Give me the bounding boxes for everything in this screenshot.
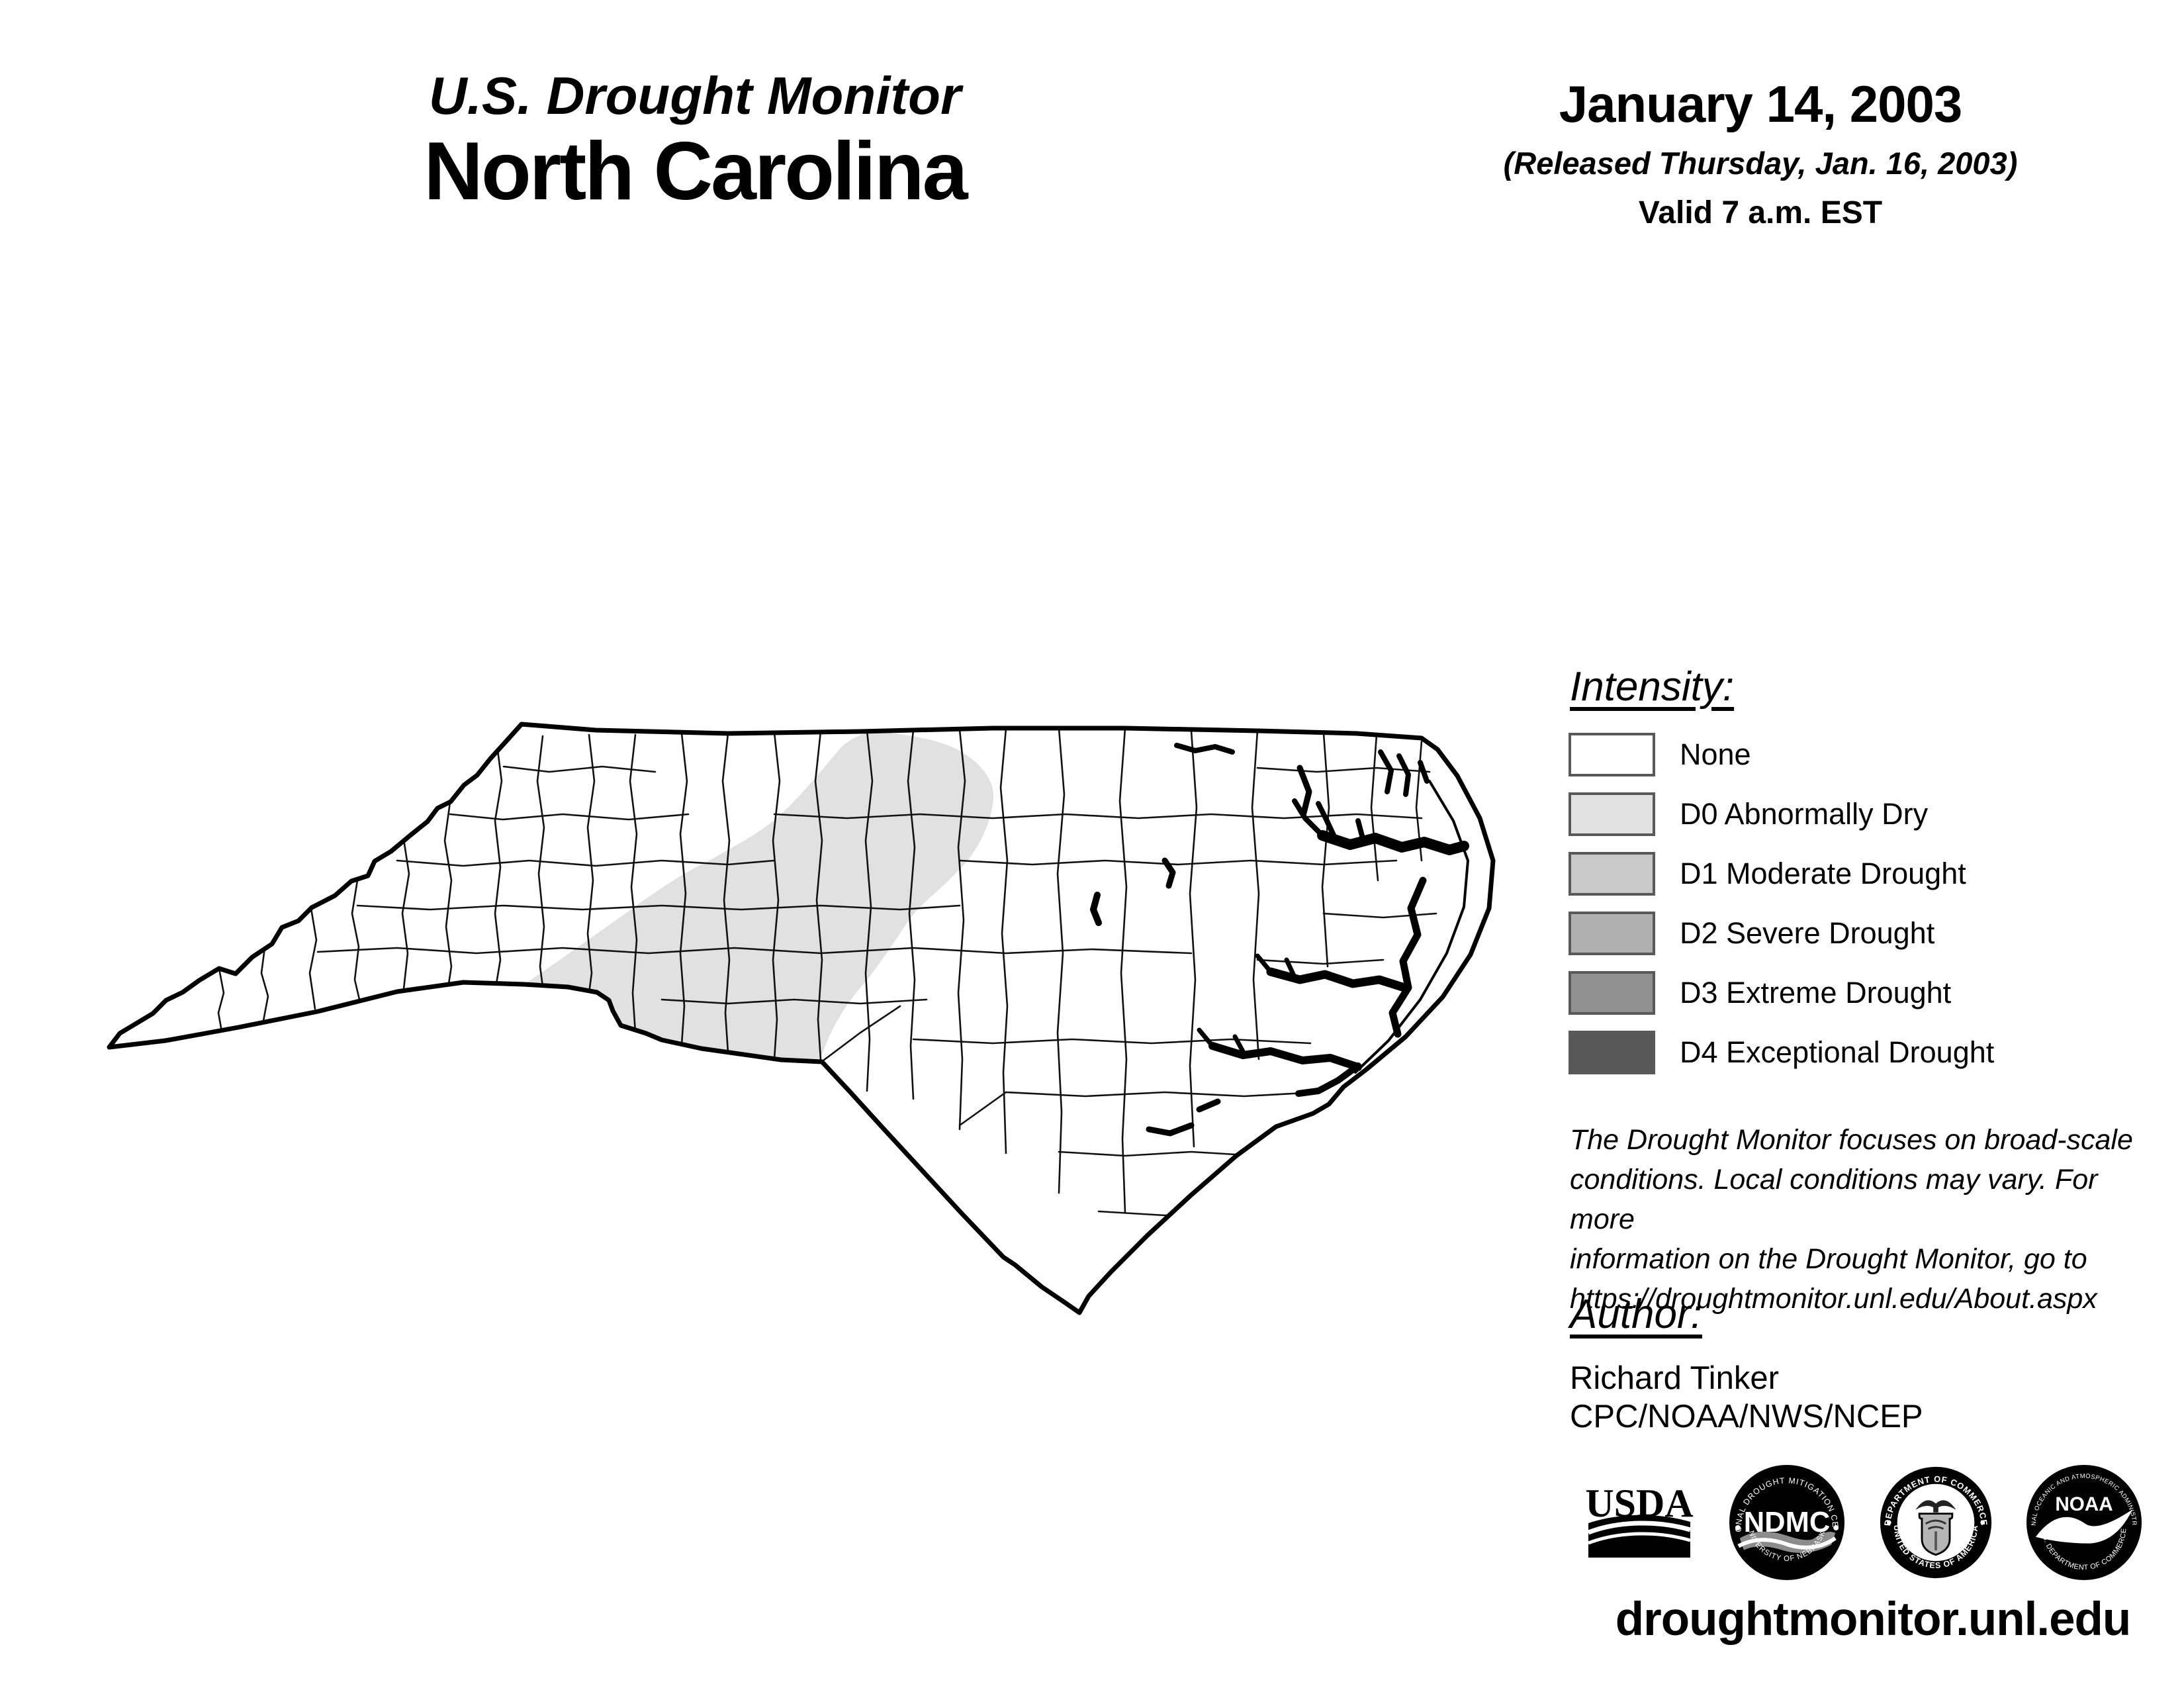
county-line (260, 947, 269, 1022)
county-line (958, 1091, 1007, 1127)
legend-swatch-D2 (1569, 912, 1655, 955)
water-feature (1388, 876, 1427, 1038)
author-org: CPC/NOAA/NWS/NCEP (1570, 1399, 1923, 1434)
county-line (217, 967, 225, 1033)
water-feature (1090, 892, 1102, 926)
state-border (107, 722, 1496, 1315)
county-line (660, 998, 928, 1005)
released-date: (Released Thursday, Jan. 16, 2003) (1503, 146, 2018, 181)
noaa-logo: NATIONAL OCEANIC AND ATMOSPHERIC ADMINIS… (2025, 1464, 2142, 1581)
county-line (1118, 727, 1128, 1214)
county-line (396, 859, 776, 867)
author-name: Richard Tinker (1570, 1360, 1779, 1396)
county-line (814, 730, 823, 1060)
state-name-title: North Carolina (424, 125, 968, 217)
legend-row-none: None (1569, 733, 1994, 776)
agency-logos: USDA NATIONAL DROUGHT MITIGATION CENTER … (1583, 1459, 2143, 1586)
legend-row-D0: D0 Abnormally Dry (1569, 792, 1994, 836)
county-line (1256, 767, 1431, 773)
county-line (586, 733, 596, 994)
county-line (351, 879, 361, 1004)
water-feature (1161, 857, 1176, 889)
water-feature (1354, 780, 1469, 1074)
site-url: droughtmonitor.unl.edu (1615, 1593, 2132, 1646)
county-line (449, 813, 690, 821)
county-line (356, 904, 961, 911)
water-feature (1255, 953, 1297, 980)
water-feature (1208, 1042, 1362, 1071)
usda-logo: USDA (1585, 1482, 1694, 1558)
county-line (494, 739, 503, 985)
noaa-wordmark: NOAA (2055, 1493, 2113, 1515)
legend-swatch-none (1569, 733, 1655, 776)
water-feature (1297, 765, 1312, 816)
water-feature (1174, 743, 1235, 755)
county-line (316, 947, 1193, 955)
county-line (864, 729, 874, 1092)
legend-row-D4: D4 Exceptional Drought (1569, 1031, 1994, 1074)
water-feature (1197, 1027, 1247, 1056)
county-line (1251, 729, 1260, 1060)
page-title: U.S. Drought Monitor (428, 66, 962, 125)
legend-label: D4 Exceptional Drought (1680, 1035, 1995, 1069)
doc-eagle (1915, 1500, 1956, 1513)
county-line (772, 731, 781, 1060)
legend-swatch-D1 (1569, 852, 1655, 896)
county-line (819, 1005, 901, 1064)
intensity-legend: None D0 Abnormally Dry D1 Moderate Drought… (1569, 733, 1994, 1090)
legend-label: D3 Extreme Drought (1680, 976, 1952, 1009)
county-line (907, 729, 916, 1100)
water-feature (1317, 830, 1469, 855)
author-heading: Author: (1570, 1291, 1702, 1337)
county-line (536, 735, 545, 988)
legend-label: D2 Severe Drought (1680, 916, 1935, 950)
report-date: January 14, 2003 (1559, 75, 1962, 133)
county-line (1005, 1091, 1318, 1098)
county-line (1056, 727, 1066, 1194)
legend-swatch-D3 (1569, 971, 1655, 1015)
legend-row-D1: D1 Moderate Drought (1569, 852, 1994, 896)
county-line (957, 728, 966, 1131)
water-feature (1295, 1062, 1361, 1097)
ndmc-logo: NATIONAL DROUGHT MITIGATION CENTER NDMC … (1728, 1464, 1845, 1581)
county-line (308, 907, 318, 1010)
legend-label: D0 Abnormally Dry (1680, 797, 1929, 831)
doc-seal-logo: DEPARTMENT OF COMMERCE UNITED STATES OF … (1880, 1466, 1991, 1579)
legend-row-D2: D2 Severe Drought (1569, 912, 1994, 955)
legend-label: None (1680, 737, 1751, 771)
disclaimer-text: The Drought Monitor focuses on broad-sca… (1570, 1124, 2133, 1315)
valid-time: Valid 7 a.m. EST (1638, 195, 1883, 230)
county-line (912, 1038, 1312, 1045)
legend-swatch-D4 (1569, 1031, 1655, 1074)
d0-drought-region (524, 731, 994, 1066)
intensity-heading: Intensity: (1570, 664, 1735, 710)
county-line (958, 859, 1398, 866)
county-line (721, 732, 731, 1054)
water-feature (1146, 1098, 1221, 1137)
water-feature (1378, 749, 1430, 797)
date-block: January 14, 2003 (Released Thursday, Jan… (1430, 74, 2091, 231)
title-block: U.S. Drought Monitor North Carolina (278, 66, 1112, 217)
legend-row-D3: D3 Extreme Drought (1569, 971, 1994, 1015)
county-line (629, 733, 638, 1034)
legend-label: D1 Moderate Drought (1680, 857, 1966, 890)
county-line (679, 732, 688, 1046)
county-line (1256, 959, 1385, 965)
water-feature (1292, 798, 1366, 843)
county-line (1058, 1150, 1259, 1157)
legend-swatch-D0 (1569, 792, 1655, 836)
rivers-and-sounds (1090, 743, 1469, 1137)
county-line (443, 801, 453, 985)
county-line (401, 838, 410, 990)
county-line (1322, 912, 1437, 919)
county-line (773, 813, 1423, 820)
county-line (1370, 733, 1379, 882)
county-line (999, 727, 1009, 1154)
county-line (502, 765, 657, 773)
county-boundaries (217, 727, 1437, 1217)
county-line (1189, 729, 1198, 1148)
